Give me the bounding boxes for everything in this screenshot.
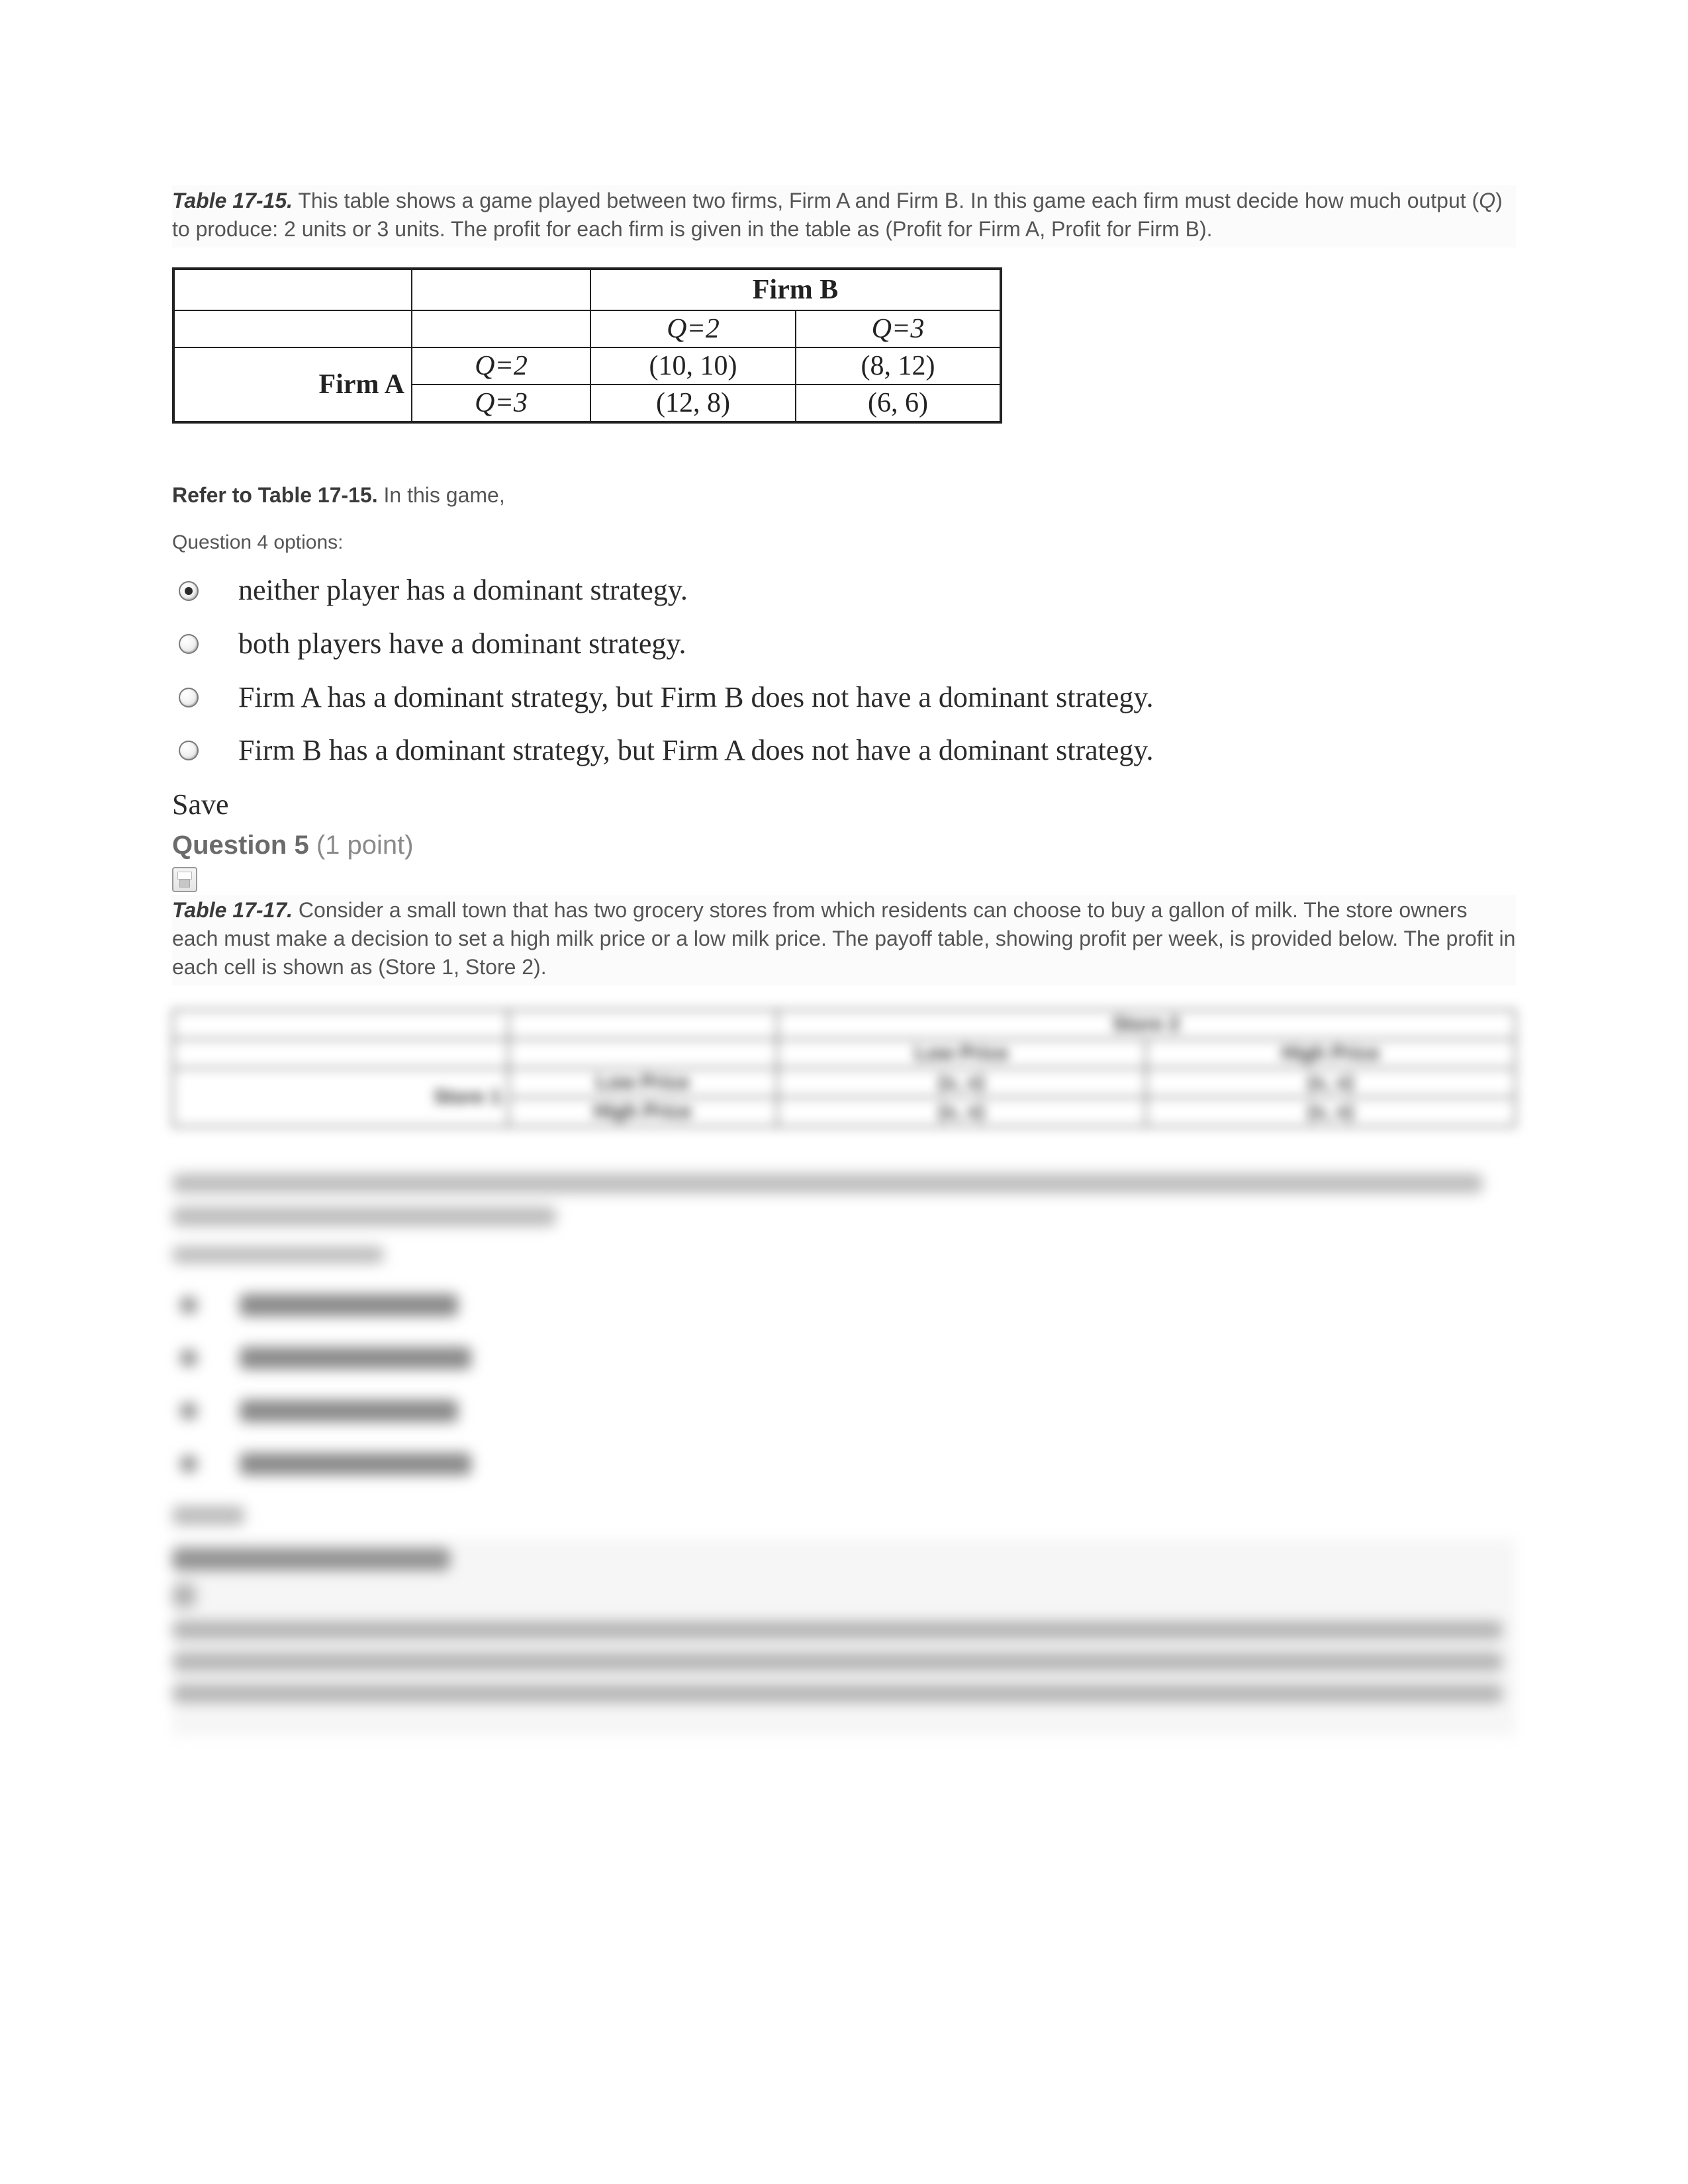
- blurred-options: [172, 1294, 1516, 1475]
- option-row-1[interactable]: neither player has a dominant strategy.: [172, 574, 1516, 608]
- option-text-2: both players have a dominant strategy.: [238, 627, 686, 661]
- col-header-q3: Q=3: [796, 310, 1001, 347]
- option-row-2[interactable]: both players have a dominant strategy.: [172, 627, 1516, 661]
- floppy-save-icon[interactable]: [172, 867, 197, 892]
- payoff-cell-r2c1: (12, 8): [590, 385, 796, 422]
- q-symbol: Q: [1479, 189, 1495, 212]
- page-content: Table 17-15. This table shows a game pla…: [172, 185, 1516, 1736]
- col-header-q2: Q=2: [590, 310, 796, 347]
- table-17-15-caption: Table 17-15. This table shows a game pla…: [172, 185, 1516, 248]
- question-5-title: Question 5: [172, 831, 309, 860]
- refer-label: Refer to Table 17-15.: [172, 483, 378, 507]
- question-5-points: (1 point): [316, 831, 414, 860]
- blurred-content-region: Store 2 Low PriceHigh Price Store 1 Low …: [172, 1009, 1516, 1736]
- table-17-17-label: Table 17-17.: [172, 898, 293, 922]
- radio-cell: [172, 741, 238, 760]
- option-text-1: neither player has a dominant strategy.: [238, 574, 688, 608]
- empty-cell: [412, 269, 590, 310]
- empty-cell: [173, 269, 412, 310]
- row-header-q3: Q=3: [412, 385, 590, 422]
- question-4-stem: Refer to Table 17-15. In this game,: [172, 483, 1516, 508]
- blurred-next-question: [172, 1539, 1516, 1736]
- empty-cell: [173, 310, 412, 347]
- question-4-options: neither player has a dominant strategy. …: [172, 574, 1516, 767]
- empty-cell: [412, 310, 590, 347]
- firm-b-header: Firm B: [590, 269, 1001, 310]
- blurred-option-row: [172, 1453, 1516, 1475]
- question-5-header: Question 5 (1 point): [172, 831, 1516, 860]
- blurred-option-row: [172, 1347, 1516, 1369]
- option-row-4[interactable]: Firm B has a dominant strategy, but Firm…: [172, 734, 1516, 768]
- radio-cell: [172, 581, 238, 601]
- blurred-radio-icon: [180, 1297, 197, 1314]
- radio-cell: [172, 634, 238, 654]
- firm-a-header: Firm A: [173, 347, 412, 422]
- table-17-17-caption: Table 17-17. Consider a small town that …: [172, 895, 1516, 986]
- payoff-table-17-17-blurred: Store 2 Low PriceHigh Price Store 1 Low …: [172, 1009, 1516, 1127]
- radio-button-4[interactable]: [179, 741, 199, 760]
- blurred-radio-icon: [180, 1402, 197, 1420]
- blurred-option-row: [172, 1400, 1516, 1422]
- option-text-4: Firm B has a dominant strategy, but Firm…: [238, 734, 1154, 768]
- blurred-question-body: [172, 1173, 1516, 1525]
- table-17-15-desc-part1: This table shows a game played between t…: [298, 189, 1479, 212]
- option-row-3[interactable]: Firm A has a dominant strategy, but Firm…: [172, 681, 1516, 715]
- row-header-q2: Q=2: [412, 347, 590, 385]
- radio-cell: [172, 688, 238, 707]
- table-17-15-label: Table 17-15.: [172, 189, 293, 212]
- payoff-cell-r1c1: (10, 10): [590, 347, 796, 385]
- save-link[interactable]: Save: [172, 788, 1516, 821]
- question-4-options-label: Question 4 options:: [172, 531, 1516, 554]
- radio-button-3[interactable]: [179, 688, 199, 707]
- payoff-cell-r1c2: (8, 12): [796, 347, 1001, 385]
- refer-tail: In this game,: [378, 483, 505, 507]
- radio-button-1[interactable]: [179, 581, 199, 601]
- payoff-cell-r2c2: (6, 6): [796, 385, 1001, 422]
- option-text-3: Firm A has a dominant strategy, but Firm…: [238, 681, 1154, 715]
- blurred-radio-icon: [180, 1455, 197, 1473]
- blurred-radio-icon: [180, 1349, 197, 1367]
- radio-button-2[interactable]: [179, 634, 199, 654]
- blurred-option-row: [172, 1294, 1516, 1316]
- payoff-table-17-15: Firm B Q=2 Q=3 Firm A Q=2 (10, 10) (8, 1…: [172, 267, 1002, 424]
- table-17-17-desc: Consider a small town that has two groce…: [172, 898, 1515, 979]
